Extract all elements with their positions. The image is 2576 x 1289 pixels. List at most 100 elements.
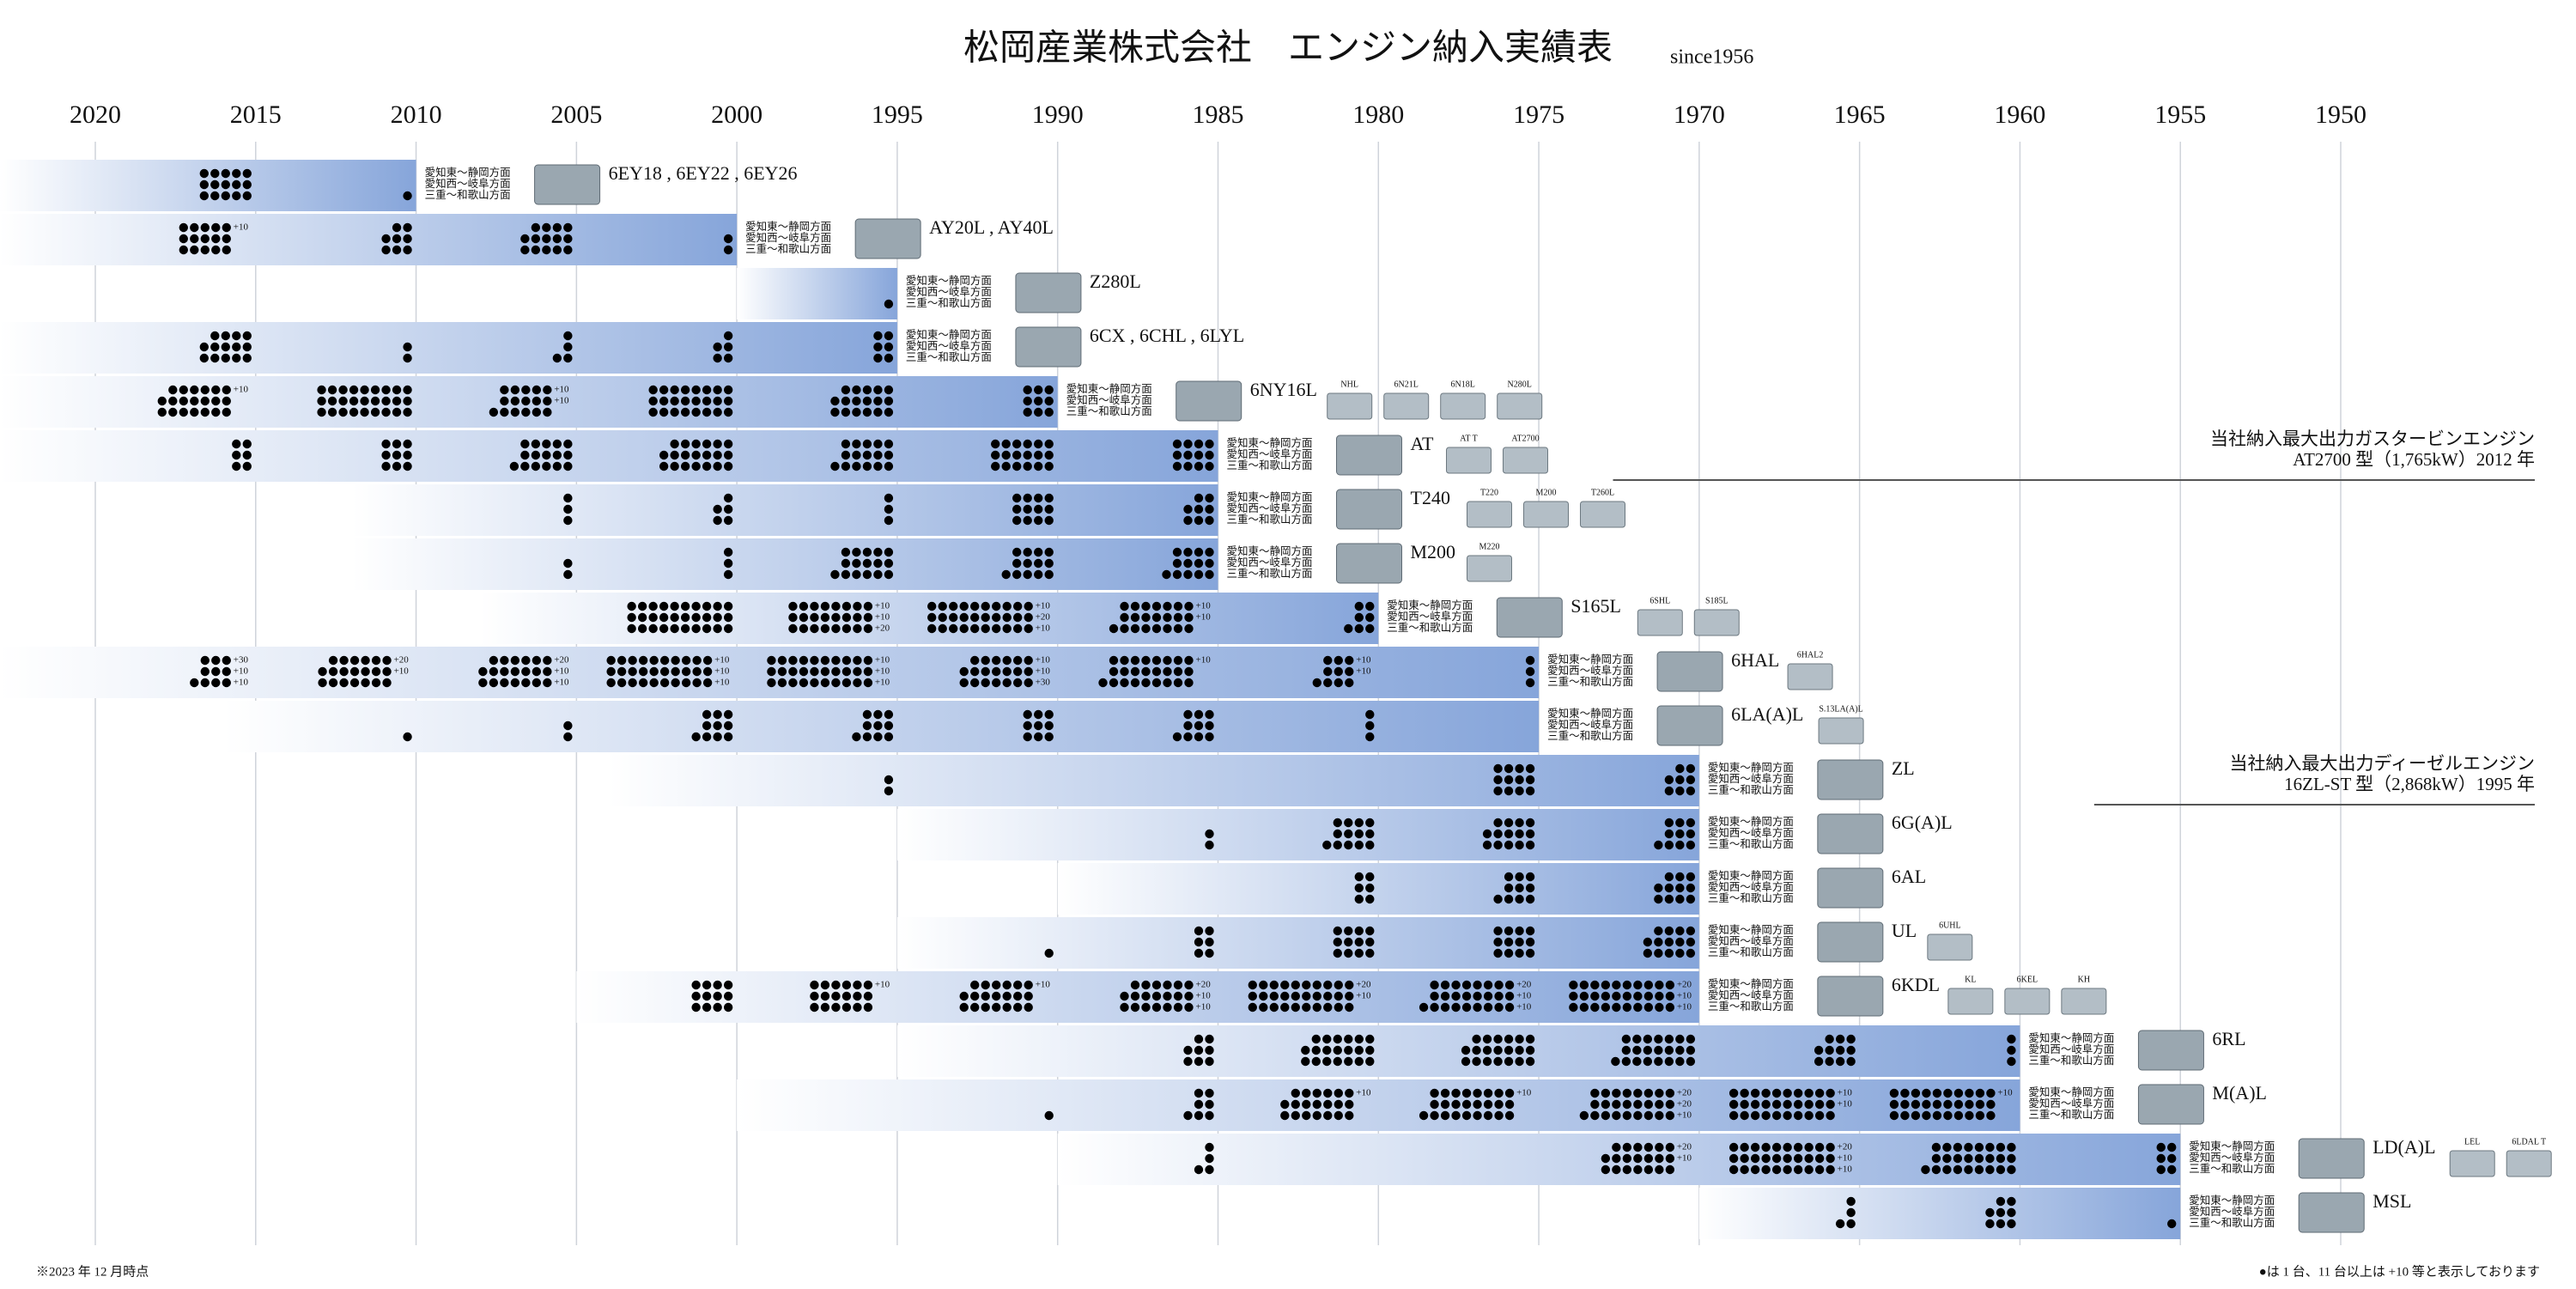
unit-dot <box>691 991 701 1001</box>
unit-dot <box>1750 1099 1760 1110</box>
extra-label: +10 <box>1036 666 1051 677</box>
unit-dot <box>1044 948 1054 958</box>
unit-dot <box>1044 504 1054 514</box>
unit-dot <box>1194 504 1204 514</box>
region-label: 愛知東～静岡方面 <box>906 274 992 287</box>
engine-name: 6KDL <box>1892 974 1940 995</box>
unit-dot <box>1205 1045 1214 1055</box>
unit-dot <box>1612 1002 1621 1012</box>
region-label: 愛知東～静岡方面 <box>425 166 511 179</box>
unit-dot <box>232 450 241 460</box>
unit-dot <box>1740 1088 1749 1098</box>
unit-dot <box>381 461 391 471</box>
unit-dot <box>1002 666 1012 677</box>
unit-dot <box>242 461 252 471</box>
unit-dot <box>1664 1056 1674 1067</box>
unit-dot <box>670 385 679 395</box>
unit-dot <box>1365 732 1375 742</box>
unit-dot <box>1012 515 1022 526</box>
unit-dot <box>959 678 969 688</box>
unit-dot <box>1974 1153 1984 1164</box>
unit-dot <box>543 655 552 666</box>
unit-dot <box>970 991 980 1001</box>
unit-dot <box>2007 1196 2016 1207</box>
unit-dot <box>873 709 883 720</box>
unit-dot <box>1323 1110 1333 1121</box>
extra-label: +10 <box>554 678 569 688</box>
unit-dot <box>981 980 990 990</box>
unit-dot <box>1002 655 1012 666</box>
unit-dot <box>1312 991 1321 1001</box>
extra-label: +10 <box>1677 991 1692 1001</box>
unit-dot <box>1141 612 1151 623</box>
unit-dot <box>1621 1034 1631 1044</box>
unit-dot <box>403 385 412 395</box>
unit-dot <box>680 601 690 611</box>
unit-dot <box>659 450 669 460</box>
unit-dot <box>1525 883 1535 893</box>
unit-dot <box>638 666 648 677</box>
unit-dot <box>767 666 776 677</box>
unit-dot <box>648 623 658 634</box>
unit-dot <box>210 168 220 179</box>
unit-dot <box>853 612 862 623</box>
unit-dot <box>1183 439 1193 449</box>
unit-dot <box>1365 601 1375 611</box>
unit-dot <box>1365 829 1375 839</box>
unit-dot <box>1023 407 1032 417</box>
unit-dot <box>949 601 958 611</box>
unit-dot <box>1504 937 1514 947</box>
unit-dot <box>563 245 573 255</box>
unit-dot <box>1622 1002 1632 1012</box>
unit-dot <box>1482 1056 1492 1067</box>
unit-dot <box>1622 1142 1632 1152</box>
unit-dot <box>221 191 230 201</box>
unit-dot <box>1269 1002 1279 1012</box>
unit-dot <box>1044 558 1054 568</box>
unit-dot <box>1504 1002 1515 1012</box>
unit-dot <box>1322 1034 1332 1044</box>
unit-dot <box>1633 1142 1643 1152</box>
unit-dot <box>200 222 210 233</box>
region-label: 愛知西～岐阜方面 <box>1708 772 1794 785</box>
unit-dot <box>1311 1034 1321 1044</box>
unit-dot <box>1633 980 1643 990</box>
unit-dot <box>403 450 412 460</box>
engine-name: 6HAL <box>1731 649 1779 671</box>
extra-label: +20 <box>1677 1099 1692 1110</box>
sub-model-image <box>2061 988 2107 1015</box>
unit-dot <box>702 396 712 406</box>
unit-dot <box>531 234 541 244</box>
extra-label: +20 <box>1677 1088 1692 1098</box>
extra-label: +20 <box>394 655 410 666</box>
unit-dot <box>617 666 627 677</box>
unit-dot <box>691 1002 701 1012</box>
unit-dot <box>157 407 167 417</box>
unit-dot <box>1163 612 1172 623</box>
unit-dot <box>841 450 851 460</box>
unit-dot <box>211 222 221 233</box>
unit-dot <box>713 623 722 634</box>
unit-dot <box>1120 678 1129 688</box>
unit-dot <box>1643 1110 1654 1121</box>
unit-dot <box>723 709 733 720</box>
unit-dot <box>1728 1099 1739 1110</box>
unit-dot <box>1473 980 1482 990</box>
unit-dot <box>691 439 701 449</box>
extra-label: +10 <box>394 666 410 677</box>
unit-dot <box>1643 991 1654 1001</box>
extra-label: +20 <box>1677 1142 1692 1152</box>
engine-name: 6G(A)L <box>1892 812 1953 833</box>
unit-dot <box>2007 1034 2016 1044</box>
unit-dot <box>841 569 851 580</box>
extra-label: +10 <box>1516 1088 1532 1098</box>
unit-dot <box>1184 980 1194 990</box>
unit-dot <box>1184 655 1194 666</box>
unit-dot <box>723 732 733 742</box>
unit-dot <box>1943 1088 1953 1098</box>
unit-dot <box>1044 709 1054 720</box>
extra-label: +10 <box>234 666 249 677</box>
unit-dot <box>1151 980 1162 990</box>
unit-dot <box>713 450 722 460</box>
unit-dot <box>1024 991 1033 1001</box>
